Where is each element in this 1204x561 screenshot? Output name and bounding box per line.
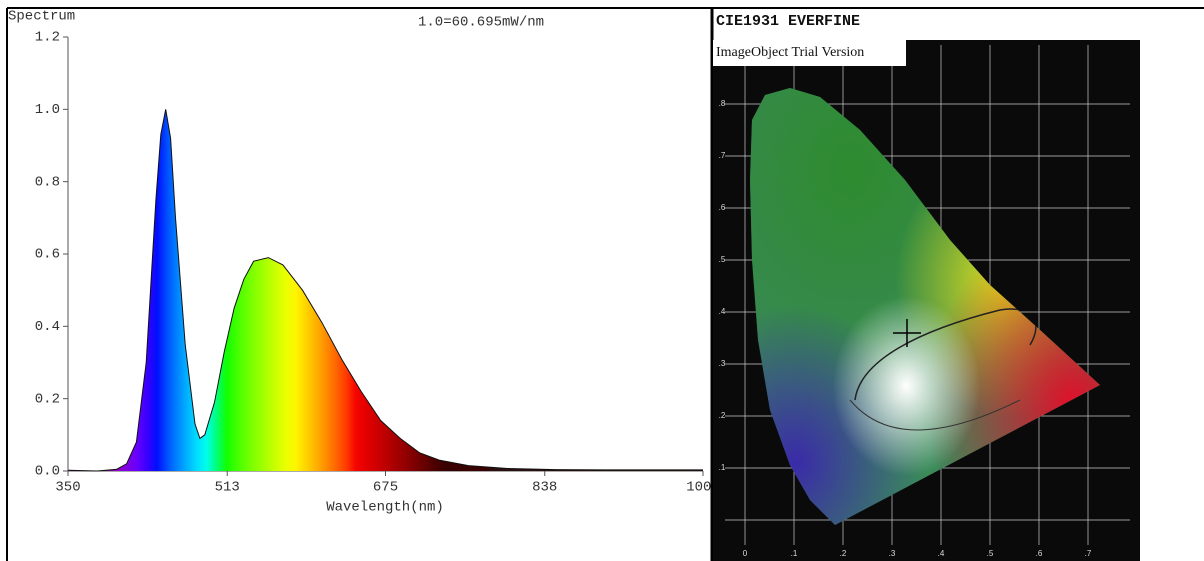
cie-x-label: .5 bbox=[987, 549, 994, 558]
cie-x-label: .2 bbox=[840, 549, 847, 558]
x-tick-label: 838 bbox=[532, 480, 557, 496]
y-tick-label: 0.2 bbox=[35, 391, 60, 407]
watermark-box bbox=[713, 40, 906, 66]
watermark: ImageObject Trial Version bbox=[716, 45, 864, 60]
cie-x-label: 0 bbox=[743, 549, 748, 558]
cie-x-label: .4 bbox=[938, 549, 945, 558]
cie-x-label: .3 bbox=[889, 549, 896, 558]
chart-title: Spectrum bbox=[8, 9, 75, 25]
x-tick-label: 675 bbox=[373, 480, 398, 496]
cie-x-label: .7 bbox=[1085, 549, 1092, 558]
cie-y-label: .1 bbox=[719, 463, 726, 472]
y-tick-label: 0.0 bbox=[35, 464, 60, 480]
x-tick-label: 513 bbox=[215, 480, 240, 496]
cie-y-label: .6 bbox=[719, 203, 726, 212]
cie-title: CIE1931 EVERFINE bbox=[716, 13, 860, 30]
cie-y-label: .2 bbox=[719, 411, 726, 420]
cie-x-label: .6 bbox=[1036, 549, 1043, 558]
cie-panel: CIE1931 EVERFINE 0 .1 .2 .3 .4 .5 .6 .7 .1 .2 .3 .4… bbox=[713, 13, 1140, 561]
cie-y-label: .8 bbox=[719, 99, 726, 108]
spectrum-area bbox=[68, 109, 703, 472]
y-tick-label: 0.6 bbox=[35, 247, 60, 263]
cie-y-label: .4 bbox=[719, 307, 726, 316]
y-tick-label: 0.8 bbox=[35, 174, 60, 190]
cie-y-label: .3 bbox=[719, 359, 726, 368]
x-tick-label: 1000 bbox=[686, 480, 720, 496]
spectrum-line bbox=[67, 109, 703, 472]
cie-x-label: .1 bbox=[791, 549, 798, 558]
y-tick-label: 1.0 bbox=[35, 102, 60, 118]
x-tick-label: 350 bbox=[55, 480, 80, 496]
cie-y-label: .5 bbox=[719, 255, 726, 264]
cie-y-label: .7 bbox=[719, 151, 726, 160]
y-tick-label: 1.2 bbox=[35, 30, 60, 46]
y-tick-label: 0.4 bbox=[35, 319, 60, 335]
spectrum-panel: Spectrum 1.0=60.695mW/nm Wavelength(nm) … bbox=[8, 9, 720, 516]
annotation: 1.0=60.695mW/nm bbox=[418, 15, 544, 31]
x-axis-label: Wavelength(nm) bbox=[326, 500, 444, 516]
